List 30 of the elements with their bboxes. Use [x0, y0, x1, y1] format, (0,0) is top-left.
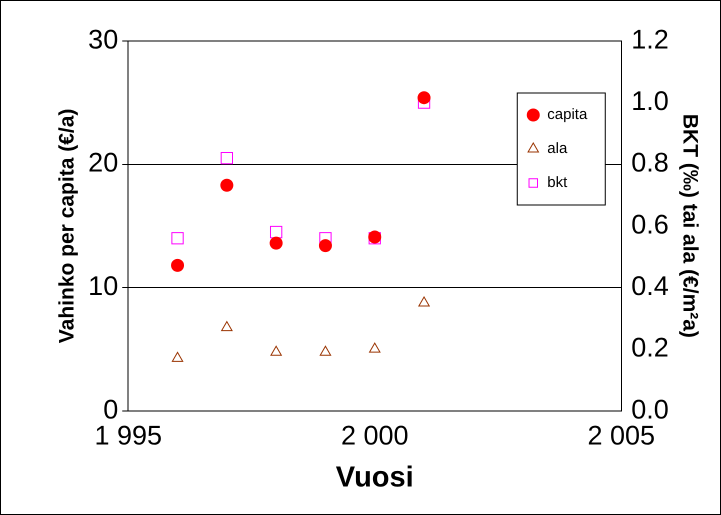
- legend-label: bkt: [547, 174, 568, 192]
- y2-tick-label: 0.4: [631, 270, 669, 301]
- point: [369, 342, 380, 353]
- point: [270, 226, 282, 238]
- point: [220, 152, 233, 164]
- x-tick-label: 2 000: [340, 420, 409, 450]
- y-tick-label: 10: [88, 270, 118, 301]
- y2-tick-label: 1.0: [631, 86, 669, 116]
- point: [270, 236, 283, 250]
- y2-tick-label: 0.8: [631, 148, 669, 178]
- point: [171, 258, 184, 272]
- y-tick-label: 30: [88, 24, 118, 54]
- legend-label: capita: [547, 106, 588, 124]
- point: [172, 352, 184, 362]
- point: [418, 296, 430, 306]
- x-axis-title: Vuosi: [336, 462, 414, 494]
- y2-tick-label: 0.2: [631, 332, 669, 363]
- point: [220, 178, 234, 192]
- point: [270, 346, 282, 356]
- point: [221, 321, 233, 332]
- y-axis-title: Vahinko per capita (€/a): [55, 108, 78, 344]
- legend-label: ala: [547, 140, 568, 158]
- point: [318, 239, 332, 252]
- point: [171, 232, 184, 244]
- y2-axis-title: BKT (‰) tai ala (€/m²a): [678, 114, 702, 338]
- point: [418, 91, 431, 104]
- point: [320, 346, 332, 356]
- y2-tick-label: 0.6: [631, 209, 669, 240]
- y-tick-label: 20: [88, 148, 118, 178]
- y2-tick-label: 1.2: [631, 24, 669, 54]
